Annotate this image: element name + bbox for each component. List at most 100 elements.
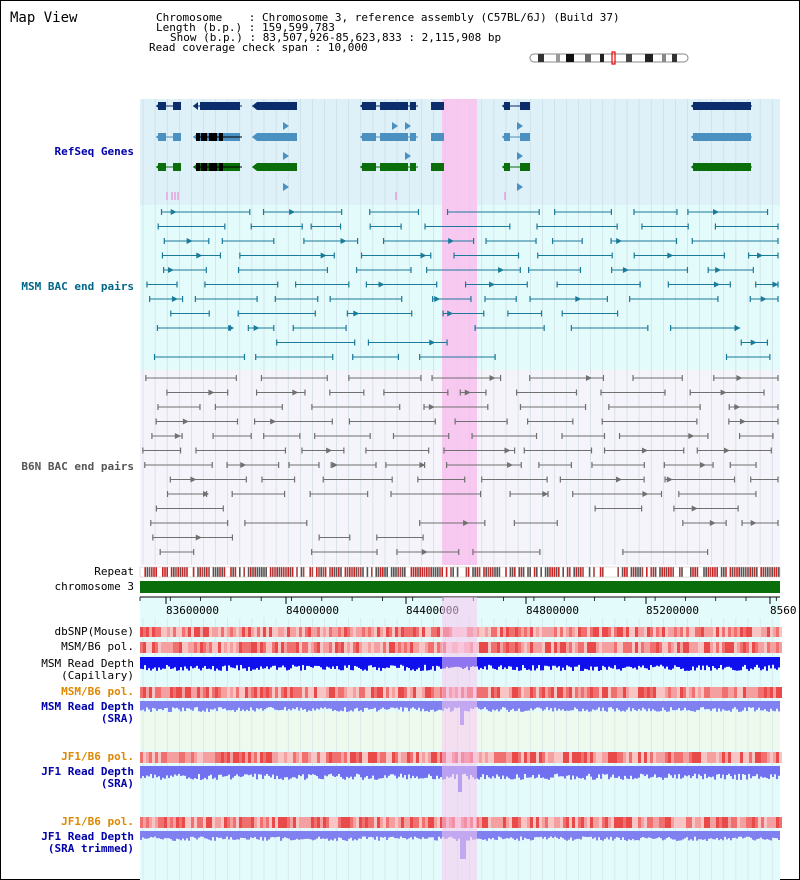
jf1-depth-trim-bar xyxy=(762,831,764,840)
b6n-bac-pair-arrow xyxy=(489,375,496,381)
jf1-b6-pol2-cell xyxy=(302,817,305,828)
msm-depth-cap-bar xyxy=(198,657,200,669)
msm-depth-sra-bar xyxy=(348,701,350,712)
msm-b6-pol-cell xyxy=(599,642,602,653)
repeat-element xyxy=(507,567,509,577)
jf1-b6-pol-cell xyxy=(557,752,560,763)
msm-b6-pol-cell xyxy=(170,642,173,653)
msm-depth-sra-bar xyxy=(736,701,738,710)
jf1-depth-sra-bar xyxy=(268,766,270,776)
dbsnp-label[interactable]: dbSNP(Mouse) xyxy=(54,625,134,638)
msm-depth-cap-bar xyxy=(172,657,174,669)
jf1-depth-trim-bar xyxy=(156,831,158,839)
jf1-depth-sra-label-1[interactable]: JF1 Read Depth xyxy=(41,765,134,778)
jf1-b6-pol2-cell xyxy=(407,817,410,828)
jf1-depth-sra-bar xyxy=(362,766,364,780)
msm-depth-sra-bar xyxy=(504,701,506,708)
jf1-depth-sra-bar xyxy=(500,766,502,780)
repeat-element xyxy=(467,567,470,577)
jf1-b6-pol2-cell xyxy=(182,817,185,828)
msm-depth-sra-bar xyxy=(198,701,200,712)
msm-depth-cap-bar xyxy=(182,657,184,671)
repeat-element xyxy=(575,567,578,577)
jf1-b6-pol-cell xyxy=(434,752,437,763)
repeat-element xyxy=(331,567,333,577)
jf1-depth-trim-bar xyxy=(624,831,626,841)
msm-depth-cap-bar xyxy=(384,657,386,669)
dbsnp-cell xyxy=(512,627,515,637)
b6n-bac-label[interactable]: B6N BAC end pairs xyxy=(21,460,134,473)
jf1-depth-trim-bar xyxy=(212,831,214,838)
msm-depth-sra-bar xyxy=(478,701,480,709)
jf1-depth-trim-bar xyxy=(258,831,260,840)
jf1-depth-sra-bar xyxy=(658,766,660,778)
msm-depth-sra-bar xyxy=(686,701,688,711)
dbsnp-cell xyxy=(233,627,236,637)
jf1-depth-trim-bar xyxy=(542,831,544,839)
dbsnp-cell xyxy=(191,627,194,637)
dbsnp-cell xyxy=(281,627,284,637)
repeat-element xyxy=(749,567,751,577)
jf1-depth-sra-bar xyxy=(348,766,350,779)
dbsnp-cell xyxy=(206,627,209,637)
jf1-depth-sra-bar xyxy=(650,766,652,778)
msm-b6-pol-label[interactable]: MSM/B6 pol. xyxy=(61,640,134,653)
msm-b6-pol2-cell xyxy=(494,687,497,698)
jf1-b6-pol2-cell xyxy=(437,817,440,828)
jf1-b6-pol2-cell xyxy=(275,817,278,828)
msm-depth-sra-bar xyxy=(734,701,736,708)
jf1-depth-sra-bar xyxy=(152,766,154,779)
gene-arrow xyxy=(360,163,365,171)
jf1-depth-sra-bar xyxy=(644,766,646,777)
msm-b6-pol-cell xyxy=(425,642,428,653)
dbsnp-cell xyxy=(353,627,356,637)
jf1-b6-pol2-label[interactable]: JF1/B6 pol. xyxy=(61,815,134,828)
jf1-b6-pol2-cell xyxy=(170,817,173,828)
jf1-depth-sra-bar xyxy=(194,766,196,779)
msm-depth-sra-bar xyxy=(522,701,524,712)
msm-b6-pol2-cell xyxy=(242,687,245,698)
msm-b6-pol2-label[interactable]: MSM/B6 pol. xyxy=(61,685,134,698)
jf1-depth-trim-bar xyxy=(694,831,696,837)
dbsnp-cell xyxy=(524,627,527,637)
msm-depth-cap-bar xyxy=(686,657,688,671)
jf1-depth-trim-bar xyxy=(748,831,750,837)
msm-depth-cap-bar xyxy=(582,657,584,671)
jf1-depth-trim-bar xyxy=(140,831,142,840)
msm-b6-pol2-cell xyxy=(560,687,563,698)
jf1-depth-sra-bar xyxy=(282,766,284,780)
msm-b6-pol2-cell xyxy=(773,687,776,698)
msm-depth-cap-bar xyxy=(616,657,618,670)
msm-b6-pol-cell xyxy=(158,642,161,653)
jf1-depth-trim-bar xyxy=(358,831,360,839)
jf1-depth-trim-bar xyxy=(764,831,766,840)
jf1-depth-sra-bar xyxy=(340,766,342,777)
repeat-element xyxy=(762,567,765,577)
jf1-depth-sra-bar xyxy=(542,766,544,778)
repeat-element xyxy=(265,567,267,577)
msm-b6-pol-cell xyxy=(419,642,422,653)
msm-depth-cap-label-1[interactable]: MSM Read Depth xyxy=(41,657,134,670)
msm-b6-pol-cell xyxy=(779,642,782,653)
msm-depth-sra-bar xyxy=(274,701,276,710)
repeat-element xyxy=(758,567,760,577)
msm-b6-pol-cell xyxy=(317,642,320,653)
msm-bac-label[interactable]: MSM BAC end pairs xyxy=(21,280,134,293)
jf1-b6-pol-label[interactable]: JF1/B6 pol. xyxy=(61,750,134,763)
msm-depth-sra-bar xyxy=(360,701,362,711)
jf1-depth-trim-label-1[interactable]: JF1 Read Depth xyxy=(41,830,134,843)
msm-depth-sra-label-1[interactable]: MSM Read Depth xyxy=(41,700,134,713)
msm-b6-pol-cell xyxy=(230,642,233,653)
msm-b6-pol-cell xyxy=(722,642,725,653)
msm-b6-pol2-cell xyxy=(359,687,362,698)
jf1-depth-sra-bar xyxy=(332,766,334,776)
jf1-b6-pol2-cell xyxy=(650,817,653,828)
refseq-genes-label[interactable]: RefSeq Genes xyxy=(54,145,134,158)
msm-b6-pol2-cell xyxy=(515,687,518,698)
msm-depth-sra-bar xyxy=(386,701,388,710)
msm-bac-pair-arrow xyxy=(760,296,767,302)
jf1-depth-sra-bar xyxy=(750,766,752,779)
jf1-depth-trim-bar xyxy=(214,831,216,841)
repeat-element xyxy=(280,567,283,577)
msm-depth-sra-bar xyxy=(140,701,142,711)
